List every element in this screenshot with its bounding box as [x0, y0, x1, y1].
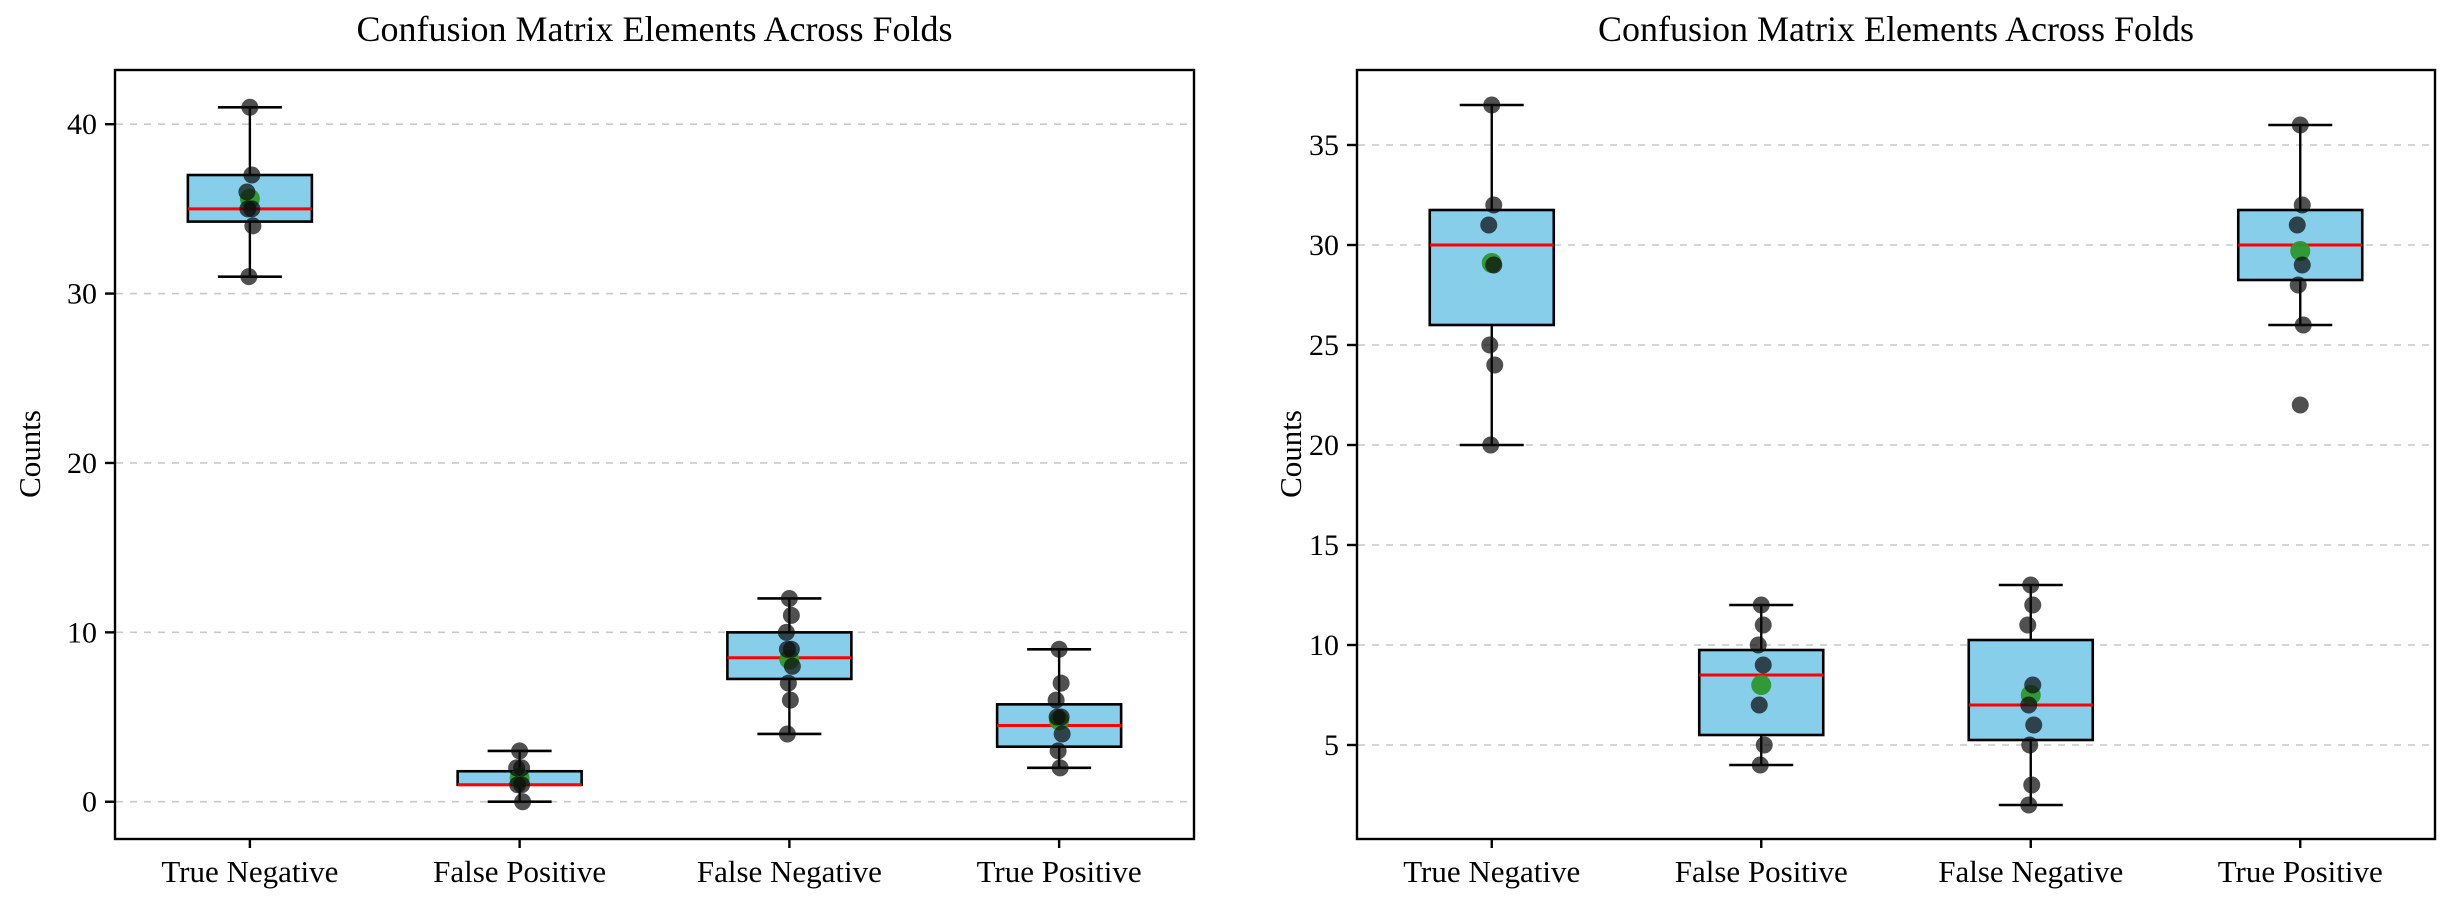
data-point-true-positive [2289, 276, 2307, 294]
axes-spines [113, 68, 1196, 841]
x-tick-label-true-negative: True Negative [161, 854, 338, 889]
data-point-false-positive [1755, 736, 1773, 754]
y-tick-label: 20 [1309, 429, 1339, 462]
data-point-false-negative [777, 623, 795, 641]
data-point-true-negative [1485, 256, 1503, 274]
data-point-true-positive [2288, 216, 2306, 234]
data-point-true-negative [1481, 336, 1499, 354]
data-point-false-positive [1754, 656, 1772, 674]
data-point-false-positive [1751, 756, 1769, 774]
data-point-false-negative [2022, 576, 2040, 594]
data-point-false-negative [2021, 736, 2039, 754]
data-point-true-negative [1482, 436, 1500, 454]
data-point-false-positive [1749, 636, 1767, 654]
y-tick-label: 10 [1309, 629, 1339, 662]
data-point-false-positive [511, 742, 529, 760]
chart-title-right: Confusion Matrix Elements Across Folds [1598, 9, 2194, 49]
data-point-false-negative [2025, 716, 2043, 734]
data-point-false-negative [778, 725, 796, 743]
data-point-false-negative [781, 691, 799, 709]
data-point-true-positive [1051, 759, 1069, 777]
data-point-true-positive [1050, 640, 1068, 658]
data-point-false-negative [783, 657, 801, 675]
outlier-point-true-positive [2291, 396, 2309, 414]
data-point-false-negative [782, 606, 800, 624]
data-point-false-positive [508, 759, 526, 777]
data-point-false-negative [2020, 696, 2038, 714]
y-tick-label: 40 [67, 108, 97, 141]
x-tick-label-false-negative: False Negative [697, 854, 882, 889]
data-point-true-negative [243, 166, 261, 184]
y-tick-label: 35 [1309, 129, 1339, 162]
data-point-true-negative [1483, 96, 1501, 114]
data-point-true-positive [1048, 708, 1066, 726]
x-tick-label-false-negative: False Negative [1938, 854, 2123, 889]
y-tick-label: 30 [1309, 229, 1339, 262]
data-point-false-positive [1752, 596, 1770, 614]
data-point-false-negative [2019, 616, 2037, 634]
y-tick-label: 5 [1324, 729, 1339, 762]
x-tick-label-false-positive: False Positive [433, 854, 606, 889]
x-tick-label-true-positive: True Positive [977, 854, 1142, 889]
data-point-true-negative [239, 200, 257, 218]
data-point-true-positive [1049, 742, 1067, 760]
data-point-false-positive [1754, 616, 1772, 634]
data-point-true-negative [241, 98, 259, 116]
chart-title-left: Confusion Matrix Elements Across Folds [356, 9, 953, 49]
mean-marker-false-positive [1751, 675, 1772, 695]
data-point-false-negative [778, 640, 796, 658]
axes-spines [1355, 68, 2437, 841]
data-point-true-positive [2293, 256, 2311, 274]
data-point-false-positive [509, 776, 527, 794]
data-point-true-positive [1053, 725, 1071, 743]
data-point-false-negative [2024, 676, 2042, 694]
data-point-true-negative [238, 183, 256, 201]
data-point-false-negative [779, 674, 797, 692]
data-point-false-positive [1750, 696, 1768, 714]
y-tick-label: 0 [82, 786, 97, 819]
data-point-false-negative [2020, 796, 2038, 814]
x-tick-label-false-positive: False Positive [1675, 854, 1848, 889]
data-point-true-positive [2293, 196, 2311, 214]
data-point-false-negative [2024, 596, 2042, 614]
data-point-true-positive [1047, 691, 1065, 709]
y-tick-label: 30 [67, 278, 97, 311]
y-tick-label: 10 [67, 616, 97, 649]
x-tick-label-true-negative: True Negative [1403, 854, 1580, 889]
y-tick-label: 25 [1309, 329, 1339, 362]
mean-marker-true-positive [2290, 241, 2311, 261]
data-point-true-negative [1486, 356, 1504, 374]
data-point-false-negative [2023, 776, 2041, 794]
data-point-true-negative [240, 268, 258, 286]
data-point-true-positive [2294, 316, 2312, 334]
data-point-true-positive [2291, 116, 2309, 134]
data-point-true-negative [244, 217, 262, 235]
data-point-false-negative [780, 589, 798, 607]
data-point-true-negative [1480, 216, 1498, 234]
y-tick-label: 15 [1309, 529, 1339, 562]
data-point-true-negative [1485, 196, 1503, 214]
y-tick-label: 20 [67, 447, 97, 480]
x-tick-label-true-positive: True Positive [2218, 854, 2383, 889]
y-axis-label-left: Counts [12, 410, 47, 498]
y-axis-label-right: Counts [1273, 410, 1308, 498]
data-point-false-positive [514, 793, 532, 811]
data-point-true-positive [1052, 674, 1070, 692]
